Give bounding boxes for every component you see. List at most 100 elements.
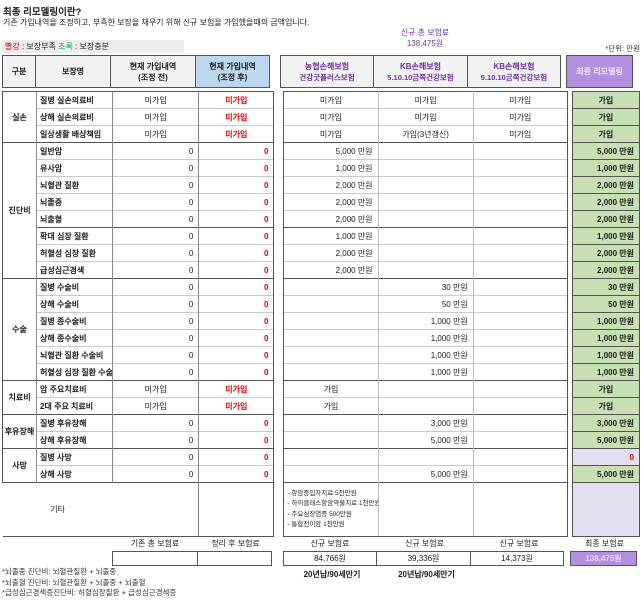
table-row: 상해 수술비 0 0 50 만원 50 만원 (3, 295, 641, 313)
coverage-name-cell: 허혈성 심장 질환 수술비 (36, 363, 114, 381)
footer-label-new-premium-2: 신규 보험료 (404, 539, 445, 548)
nh-plan-cell (283, 295, 379, 313)
coverage-name-cell: 2대 주요 치료비 (36, 397, 114, 415)
kb2-plan-cell (473, 227, 568, 245)
nh-plan-cell (283, 431, 379, 449)
column-gap (273, 329, 284, 347)
coverage-name-cell: 확대 심장 질환 (36, 227, 114, 245)
footer-label-final-premium: 최종 보험료 (584, 539, 625, 548)
kb1-plan-cell: 1,000 만원 (378, 363, 474, 381)
nh-plan-cell (283, 363, 379, 381)
table-row: 2대 주요 치료비 미가입 미가입 가입 가입 (3, 397, 641, 415)
legend-red-word: 빨강 (5, 42, 20, 51)
table-row: 상해 실손의료비 미가입 미가입 미가입 미가입 미가입 가입 (3, 108, 641, 126)
header-current-after: 현재 가입내역 (조정 후) (195, 55, 270, 88)
final-remodeling-cell: 1,000 만원 (571, 312, 641, 330)
coverage-name-cell: 일반암 (36, 142, 114, 160)
table-row: 허혈성 심장 질환 수술비 0 0 1,000 만원 1,000 만원 (3, 363, 641, 381)
current-after-cell: 0 (198, 210, 275, 228)
column-gap (273, 261, 284, 279)
current-before-cell: 0 (112, 142, 200, 160)
nh-plan-cell (283, 465, 379, 483)
nh-plan-cell: 미가입 (283, 108, 379, 126)
footer-value-row: 84,766원 39,336원 14,373원 138,475원 (2, 551, 637, 566)
final-remodeling-cell: 50 만원 (571, 295, 641, 313)
current-after-cell: 0 (198, 176, 275, 194)
current-before-cell: 0 (112, 312, 200, 330)
table-row: 확대 심장 질환 0 0 1,000 만원 1,000 만원 (3, 227, 641, 245)
kb1-plan-cell: 50 만원 (378, 295, 474, 313)
unit-note: *단위: 만원 (605, 44, 640, 53)
kb1-plan-cell: 1,000 만원 (378, 346, 474, 364)
current-after-cell: 미가입 (198, 108, 275, 126)
kb2-plan-cell (473, 414, 568, 432)
current-after-cell: 미가입 (198, 397, 275, 415)
section-label: 치료비 (1, 380, 38, 415)
section-label: 진단비 (1, 142, 38, 279)
current-before-cell: 0 (112, 227, 200, 245)
column-gap (567, 193, 573, 211)
coverage-name-cell: 급성심근경색 (36, 261, 114, 279)
kb2-empty-cell (473, 482, 568, 537)
coverage-name-cell: 뇌혈관 질환 (36, 176, 114, 194)
nh-plan-cell (283, 448, 379, 466)
kb2-plan-cell (473, 295, 568, 313)
kb2-plan-cell (473, 261, 568, 279)
column-gap (567, 397, 573, 415)
section-label: 수술 (1, 278, 38, 381)
kb1-plan-cell (378, 380, 474, 398)
final-remodeling-cell: 2,000 만원 (571, 176, 641, 194)
column-gap (567, 363, 573, 381)
kb2-plan-cell (473, 142, 568, 160)
column-gap (567, 227, 573, 245)
footer-value-new-premium-3: 14,373원 (470, 551, 564, 566)
legend-red-text: : 보장부족 (19, 42, 59, 51)
column-gap (567, 414, 573, 432)
final-remodeling-cell: 1,000 만원 (571, 159, 641, 177)
current-after-cell: 0 (198, 261, 275, 279)
coverage-name-cell: 허혈성 심장 질환 (36, 244, 114, 262)
final-remodeling-cell: 30 만원 (571, 278, 641, 296)
header-gubun: 구분 (2, 55, 36, 88)
kb1-plan-cell: 5,000 만원 (378, 431, 474, 449)
current-after-cell: 0 (198, 159, 275, 177)
current-after-cell: 미가입 (198, 91, 275, 109)
column-gap (273, 465, 284, 483)
coverage-name-cell: 질병 후유장해 (36, 414, 114, 432)
final-remodeling-cell: 2,000 만원 (571, 210, 641, 228)
column-gap (273, 363, 284, 381)
footer-label-row: 기존 총 보험료 정리 후 보험료 신규 보험료 신규 보험료 신규 보험료 최… (2, 538, 638, 549)
color-legend: 빨강 : 보장부족 초록 : 보장충분 (2, 40, 184, 53)
table-row: 후유장해 질병 후유장해 0 0 3,000 만원 3,000 만원 (1, 414, 641, 449)
kb1-plan-cell: 가입(3년갱신) (378, 125, 474, 143)
footer-value-after-cleanup (197, 551, 272, 566)
kb1-plan-cell (378, 142, 474, 160)
final-remodeling-cell: 가입 (571, 91, 641, 109)
table-row: 수술 질병 수술비 0 0 30 만원 30 만원 (1, 278, 641, 381)
kb1-plan-cell: 미가입 (378, 108, 474, 126)
column-gap (567, 482, 573, 537)
footer-value-existing-total (112, 551, 198, 566)
table-row: 일상생활 배상책임 미가입 미가입 미가입 가입(3년갱신) 미가입 가입 (3, 125, 641, 143)
column-gap (567, 261, 573, 279)
footer-value-final-premium: 138,475원 (570, 551, 637, 566)
kb1-plan-cell (378, 193, 474, 211)
current-before-cell: 미가입 (112, 108, 200, 126)
kb2-plan-cell (473, 193, 568, 211)
table-row: 허혈성 심장 질환 0 0 2,000 만원 2,000 만원 (3, 244, 641, 262)
table-header-row: 구분 보장명 현재 가입내역 (조정 전) 현재 가입내역 (조정 후) 농협손… (2, 55, 633, 88)
coverage-name-cell: 뇌혈관 질환 수술비 (36, 346, 114, 364)
kb2-plan-cell (473, 244, 568, 262)
footer-label-after-cleanup: 정리 후 보험료 (211, 539, 260, 548)
new-total-label: 신규 총 보험료 (400, 28, 450, 37)
nh-plan-cell: 2,000 만원 (283, 261, 379, 279)
kb2-plan-cell (473, 448, 568, 466)
nh-plan-cell (283, 414, 379, 432)
nh-plan-cell (283, 329, 379, 347)
column-gap (567, 431, 573, 449)
current-before-cell: 0 (112, 346, 200, 364)
final-remodeling-cell: 0 (571, 448, 641, 466)
column-gap (567, 295, 573, 313)
column-gap (273, 193, 284, 211)
